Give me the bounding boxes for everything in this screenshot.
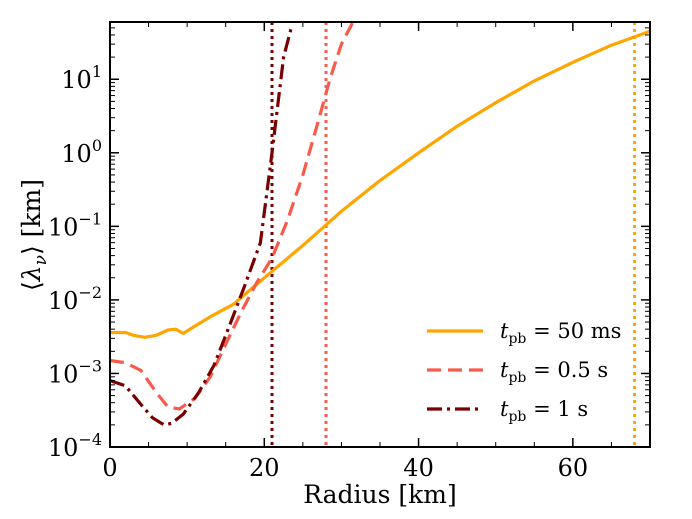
y-axis-title: ⟨λν⟩ [km] <box>17 179 51 291</box>
legend-label-var: t <box>500 319 509 343</box>
legend-label-1: tpb = 0.5 s <box>500 358 608 386</box>
y-tick-label-base: 10 <box>48 360 79 388</box>
y-tick-label-exp: −2 <box>78 283 102 302</box>
y-axis-title-nu: ν <box>31 255 51 265</box>
y-tick-label-base: 10 <box>48 434 79 462</box>
y-tick-label: 10−2 <box>48 283 102 315</box>
y-tick-label-exp: 1 <box>92 62 102 81</box>
y-tick-label-exp: −4 <box>78 430 102 449</box>
x-tick-label: 40 <box>403 454 434 482</box>
y-axis-title-mean-close: ⟩ [km] <box>17 179 46 255</box>
legend-label-sub: pb <box>508 409 526 425</box>
legend-label-sub: pb <box>508 370 526 386</box>
legend-label-value: = 0.5 s <box>526 358 608 382</box>
x-tick-label: 60 <box>558 454 589 482</box>
series-layer <box>110 22 650 447</box>
y-tick-label: 10−3 <box>48 356 102 388</box>
legend-label-value: = 50 ms <box>526 319 621 343</box>
y-tick-label: 100 <box>61 136 102 168</box>
series-1-line <box>110 22 355 411</box>
x-tick-label: 0 <box>102 454 117 482</box>
y-axis-title-mean-open: ⟨ <box>17 281 46 291</box>
plot-frame <box>109 21 651 448</box>
x-axis-title: Radius [km] <box>303 480 457 509</box>
y-tick-label-base: 10 <box>61 140 92 168</box>
legend-label-0: tpb = 50 ms <box>500 319 621 347</box>
y-tick-label: 101 <box>61 62 102 94</box>
y-tick-label-base: 10 <box>48 213 79 241</box>
y-tick-label-base: 10 <box>48 287 79 315</box>
ticks-layer <box>109 22 650 448</box>
legend-label-var: t <box>500 397 509 421</box>
series-2-line <box>110 27 293 427</box>
legend-label-value: = 1 s <box>526 397 588 421</box>
series-0-line <box>110 29 650 339</box>
y-tick-label-exp: −3 <box>78 356 102 375</box>
y-tick-label-base: 10 <box>61 66 92 94</box>
legend-label-sub: pb <box>508 331 526 347</box>
y-tick-label-exp: 0 <box>92 136 102 155</box>
y-tick-label: 10−4 <box>48 430 102 462</box>
y-axis-title-lambda: λ <box>17 265 46 282</box>
y-tick-label-exp: −1 <box>78 209 102 228</box>
x-tick-label: 20 <box>249 454 280 482</box>
y-tick-label: 10−1 <box>48 209 102 241</box>
legend-label-var: t <box>500 358 509 382</box>
legend-label-2: tpb = 1 s <box>500 397 588 425</box>
